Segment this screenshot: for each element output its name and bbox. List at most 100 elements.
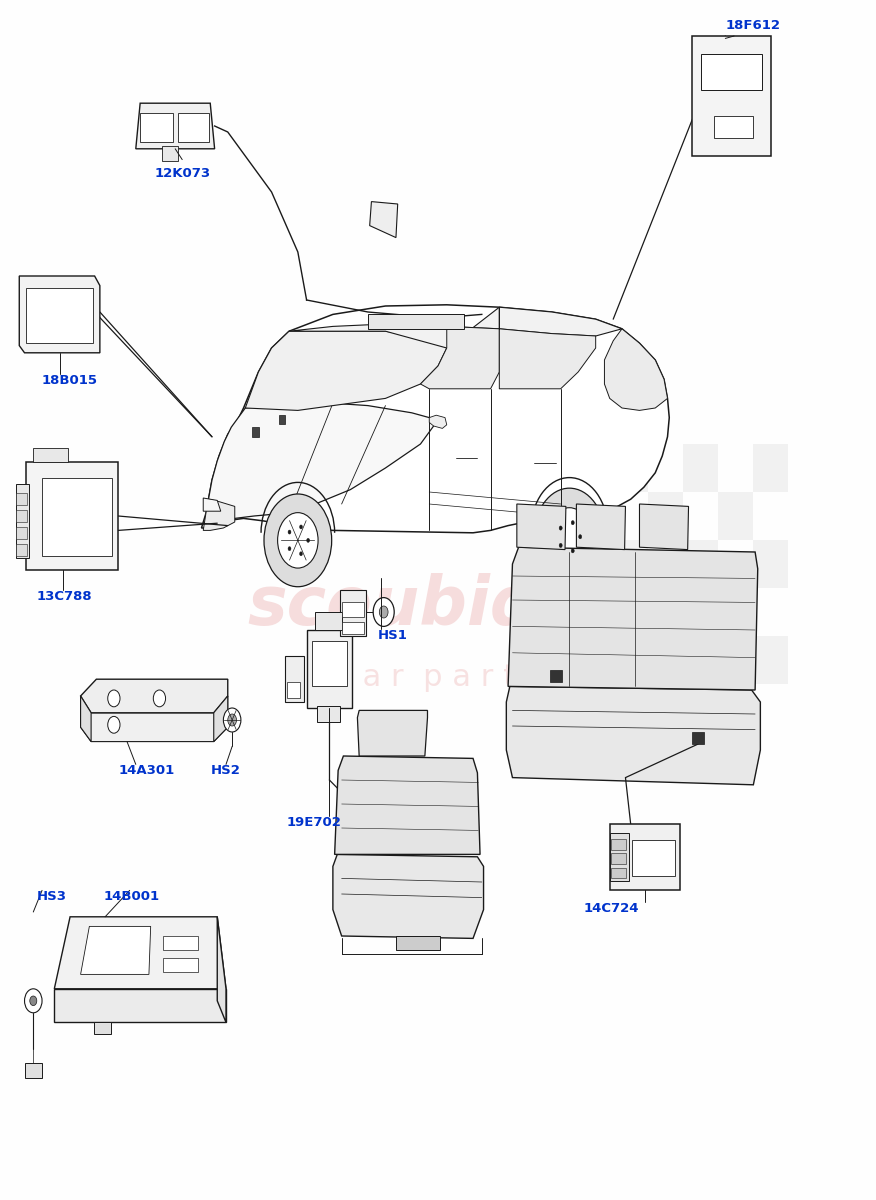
Text: c a r  p a r t s: c a r p a r t s — [336, 664, 540, 692]
Circle shape — [288, 530, 291, 534]
Circle shape — [379, 606, 388, 618]
Circle shape — [373, 598, 394, 626]
Bar — [252, 427, 259, 437]
Bar — [16, 493, 27, 505]
Circle shape — [25, 989, 42, 1013]
Circle shape — [108, 690, 120, 707]
Bar — [648, 588, 683, 636]
Bar — [718, 492, 753, 540]
Circle shape — [288, 547, 291, 551]
Circle shape — [228, 714, 237, 726]
Text: 14B001: 14B001 — [103, 890, 159, 904]
Bar — [312, 641, 347, 686]
Bar — [42, 478, 112, 556]
Bar — [140, 113, 173, 142]
Text: 14A301: 14A301 — [119, 764, 175, 778]
Bar — [342, 622, 364, 634]
Circle shape — [559, 526, 562, 530]
Bar — [753, 636, 788, 684]
Polygon shape — [639, 504, 689, 550]
Bar — [178, 113, 209, 142]
Bar — [340, 590, 366, 636]
Bar — [163, 936, 198, 950]
Polygon shape — [201, 305, 669, 533]
Text: 18F612: 18F612 — [725, 19, 781, 32]
Polygon shape — [604, 329, 668, 410]
Polygon shape — [499, 307, 596, 389]
Bar — [753, 444, 788, 492]
Circle shape — [571, 548, 575, 553]
Polygon shape — [136, 103, 215, 149]
Bar — [285, 656, 304, 702]
Polygon shape — [214, 696, 228, 742]
Polygon shape — [203, 498, 221, 511]
Bar — [714, 116, 753, 138]
Circle shape — [534, 488, 604, 586]
Polygon shape — [370, 202, 398, 238]
Polygon shape — [245, 331, 447, 410]
Polygon shape — [420, 326, 499, 389]
Text: HS1: HS1 — [378, 629, 407, 642]
Bar — [26, 288, 93, 343]
Circle shape — [548, 508, 590, 565]
Text: scoubidoo: scoubidoo — [247, 572, 629, 638]
Polygon shape — [81, 926, 151, 974]
Bar — [683, 444, 718, 492]
Bar — [683, 636, 718, 684]
Polygon shape — [217, 917, 226, 1022]
Bar — [683, 540, 718, 588]
Bar — [315, 612, 342, 630]
Bar — [692, 36, 771, 156]
Bar — [613, 540, 648, 588]
Circle shape — [579, 535, 582, 539]
Circle shape — [153, 690, 166, 707]
Bar — [16, 544, 27, 556]
Circle shape — [307, 539, 309, 542]
Text: HS2: HS2 — [211, 764, 241, 778]
Bar — [613, 444, 648, 492]
Polygon shape — [81, 696, 228, 742]
Circle shape — [278, 512, 318, 568]
Bar — [25, 1063, 42, 1078]
Bar — [718, 588, 753, 636]
Polygon shape — [289, 307, 622, 348]
Bar — [279, 415, 285, 424]
Circle shape — [264, 494, 332, 587]
Bar — [317, 706, 340, 722]
Text: 14C724: 14C724 — [583, 902, 639, 916]
Polygon shape — [19, 276, 100, 353]
Polygon shape — [94, 1022, 111, 1034]
Circle shape — [300, 552, 302, 556]
Circle shape — [571, 521, 575, 524]
Bar — [648, 492, 683, 540]
Bar — [611, 853, 626, 864]
Bar — [610, 833, 629, 881]
Polygon shape — [429, 415, 447, 428]
Bar — [26, 462, 118, 570]
Polygon shape — [508, 547, 758, 690]
Bar — [396, 936, 440, 950]
Bar — [368, 314, 464, 329]
Polygon shape — [54, 917, 226, 989]
Bar — [16, 484, 29, 558]
Polygon shape — [81, 696, 91, 742]
Bar — [611, 839, 626, 850]
Circle shape — [108, 716, 120, 733]
Polygon shape — [203, 499, 235, 530]
Bar — [613, 636, 648, 684]
Bar — [692, 732, 704, 744]
Polygon shape — [81, 679, 228, 713]
Text: HS3: HS3 — [37, 890, 67, 904]
Text: 18B015: 18B015 — [42, 374, 98, 388]
Bar — [307, 630, 352, 708]
Circle shape — [559, 544, 562, 547]
Polygon shape — [208, 402, 438, 518]
Bar — [16, 527, 27, 539]
Bar — [16, 510, 27, 522]
Polygon shape — [576, 504, 625, 550]
Text: 19E702: 19E702 — [286, 816, 341, 829]
Bar — [550, 670, 562, 682]
Polygon shape — [506, 686, 760, 785]
Bar — [701, 54, 762, 90]
Circle shape — [30, 996, 37, 1006]
